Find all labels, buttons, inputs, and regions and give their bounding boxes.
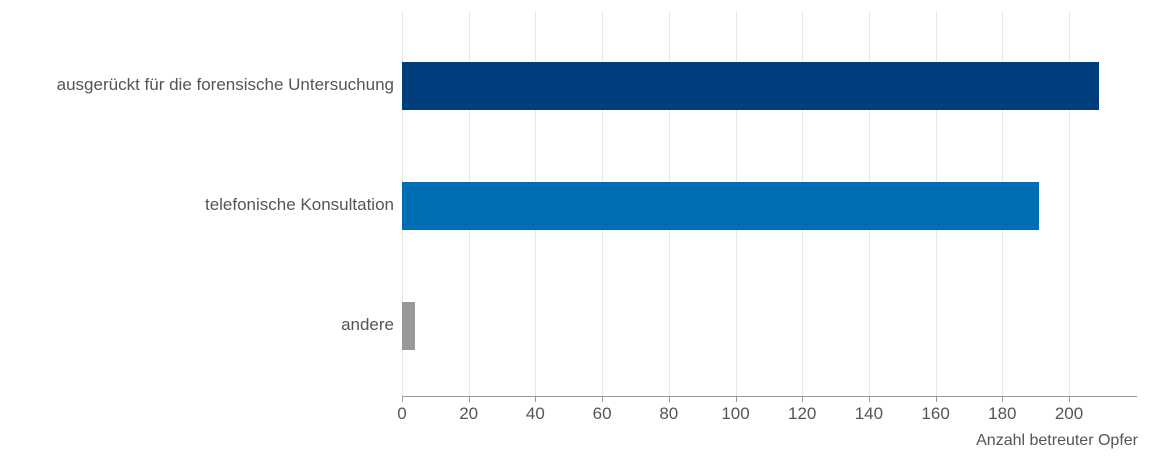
x-tick: [868, 396, 870, 402]
x-tick-label: 160: [921, 404, 950, 423]
x-tick: [535, 396, 537, 402]
x-tick-label: 120: [788, 404, 817, 423]
x-tick-label: 80: [659, 404, 679, 423]
x-axis: [402, 396, 1137, 397]
x-tick-label: 140: [854, 404, 884, 423]
category-label: ausgerückt für die forensische Untersuch…: [56, 75, 394, 94]
x-tick-label: 100: [721, 404, 750, 423]
x-axis-label: Anzahl betreuter Opfer: [976, 432, 1138, 449]
x-tick: [802, 396, 804, 402]
x-tick-label: 20: [459, 404, 479, 423]
x-tick: [1002, 396, 1004, 402]
x-tick-label: 200: [1054, 404, 1084, 423]
bar: [402, 302, 416, 350]
category-label: andere: [341, 315, 394, 334]
bar: [402, 62, 1099, 110]
x-tick: [668, 396, 670, 402]
x-tick-label: 180: [988, 404, 1017, 423]
x-tick: [935, 396, 937, 402]
x-tick-label: 0: [397, 404, 407, 423]
x-tick: [1069, 396, 1070, 402]
x-tick: [735, 396, 737, 402]
x-tick-label: 40: [525, 404, 545, 423]
x-tick: [402, 396, 403, 402]
x-tick: [602, 396, 604, 402]
gridline: [1069, 12, 1070, 396]
x-tick-label: 60: [592, 404, 612, 423]
bar: [402, 182, 1039, 230]
x-tick: [468, 396, 470, 402]
category-label: telefonische Konsultation: [204, 195, 394, 214]
